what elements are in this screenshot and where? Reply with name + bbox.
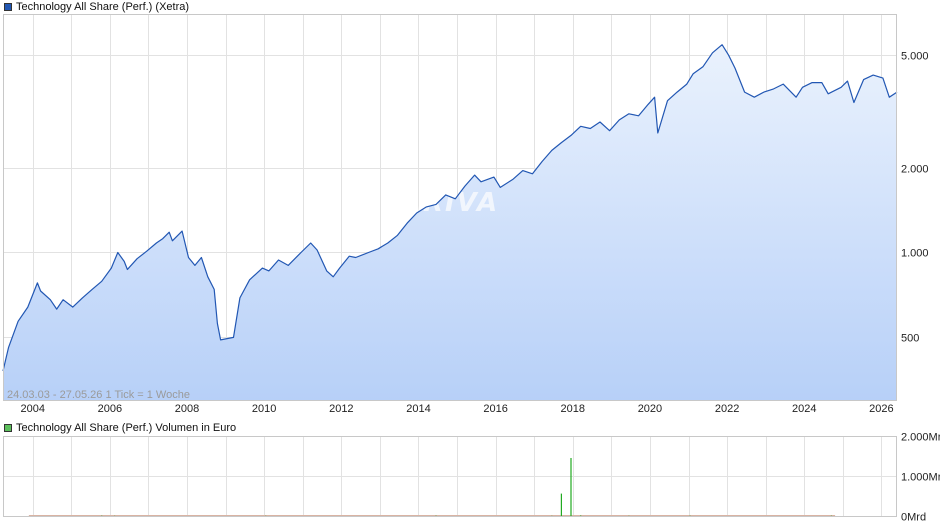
volume-legend: Technology All Share (Perf.) Volumen in … bbox=[4, 421, 236, 435]
x-tick-label: 2004 bbox=[20, 403, 44, 415]
volume-y-tick-label: 1.000Mrd bbox=[901, 472, 940, 484]
x-tick-label: 2016 bbox=[483, 403, 507, 415]
x-tick-label: 2008 bbox=[175, 403, 199, 415]
y-tick-label: 2.000 bbox=[901, 164, 929, 176]
x-tick-label: 2012 bbox=[329, 403, 353, 415]
x-tick-label: 2018 bbox=[561, 403, 585, 415]
volume-legend-swatch bbox=[4, 424, 12, 432]
volume-bar bbox=[570, 458, 572, 516]
volume-y-tick-label: 0Mrd bbox=[901, 512, 926, 524]
x-tick-label: 2026 bbox=[869, 403, 893, 415]
volume-bar bbox=[560, 493, 562, 516]
x-tick-label: 2010 bbox=[252, 403, 276, 415]
y-tick-label: 5.000 bbox=[901, 51, 929, 63]
volume-plot: 0Mrd 1.000Mrd 2.000Mrd bbox=[3, 432, 940, 524]
x-tick-label: 2024 bbox=[792, 403, 816, 415]
volume-plot-frame bbox=[3, 436, 897, 517]
date-range-label: 24.03.03 - 27.05.26 1 Tick = 1 Woche bbox=[7, 389, 190, 401]
price-series-line bbox=[2, 44, 898, 372]
price-plot-frame bbox=[3, 14, 897, 401]
price-legend-swatch bbox=[4, 3, 12, 11]
price-legend: Technology All Share (Perf.) (Xetra) bbox=[4, 0, 189, 14]
volume-y-tick-label: 2.000Mrd bbox=[901, 432, 940, 444]
price-chart-title: Technology All Share (Perf.) (Xetra) bbox=[16, 1, 190, 13]
price-plot: 2004 2006 2008 2010 2012 2014 2016 2018 2020 2022… bbox=[2, 14, 929, 415]
volume-chart-title: Technology All Share (Perf.) Volumen in … bbox=[16, 422, 237, 434]
x-tick-label: 2006 bbox=[98, 403, 122, 415]
x-tick-label: 2022 bbox=[715, 403, 739, 415]
x-tick-label: 2020 bbox=[638, 403, 662, 415]
watermark-logo: ARIVA bbox=[399, 188, 499, 218]
y-tick-label: 500 bbox=[901, 333, 919, 345]
x-tick-label: 2014 bbox=[406, 403, 430, 415]
y-tick-label: 1.000 bbox=[901, 248, 929, 260]
price-area-fill bbox=[3, 44, 897, 400]
